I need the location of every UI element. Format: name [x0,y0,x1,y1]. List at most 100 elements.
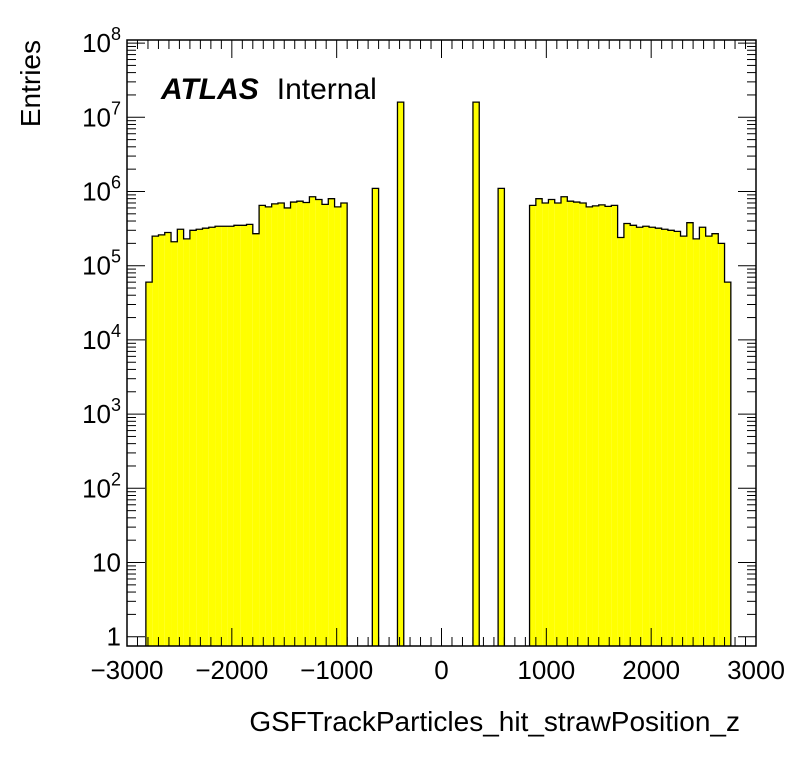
histogram-bar [158,234,165,646]
y-tick-label: 10 [92,548,121,578]
histogram-bar [233,225,241,646]
histogram-bar [265,206,272,646]
x-tick-label: 0 [434,655,448,685]
histogram-bar [592,205,599,646]
histogram-bar [605,206,612,646]
histogram-bar [680,236,687,646]
x-tick-label: 3000 [727,655,785,685]
histogram-bar [246,224,253,646]
histogram-bar [567,201,574,646]
histogram-bar [277,202,285,647]
histogram-bar [259,205,266,646]
y-tick-label-base: 10 [82,399,111,429]
histogram-bar [472,102,480,646]
histogram-bar [202,228,209,646]
histogram-bar [296,201,304,646]
y-tick-label-exponent: 4 [111,321,121,341]
atlas-label: ATLAS Internal [160,73,377,106]
histogram-bar [252,233,260,646]
histogram-bar [189,230,197,647]
histogram-bar [649,227,656,646]
y-tick-label-base: 10 [82,102,111,132]
histogram-bar [227,226,234,646]
x-tick-label: 1000 [517,655,575,685]
histogram-bar [598,204,606,646]
histogram-bar [290,202,297,646]
y-axis-title: Entries [15,40,46,127]
histogram-bar [164,232,172,646]
histogram-bar [573,202,580,646]
atlas-label-internal: Internal [277,73,377,106]
x-axis-ticks [126,40,757,646]
histogram-bar [535,198,543,646]
y-tick-label: 102 [82,469,121,503]
histogram-bar [718,243,725,646]
histogram-bar [315,199,322,647]
y-tick-label: 105 [82,247,121,281]
histogram-bar [642,226,650,646]
histogram-bar [617,237,624,647]
y-tick-label-exponent: 8 [111,24,121,44]
histogram-bar [705,236,712,646]
histogram-bar [667,230,675,647]
y-tick-label-base: 10 [92,548,121,578]
y-tick-label-exponent: 2 [111,469,121,489]
y-tick-label-exponent: 6 [111,172,121,192]
histogram-bar [397,102,404,646]
histogram-bar [372,188,379,646]
histogram-bar [215,226,222,646]
histogram-bar [177,229,184,647]
y-tick-label-base: 10 [82,28,111,58]
y-tick-label: 104 [82,321,121,355]
histogram-bar [693,238,700,646]
y-axis-ticks [127,42,756,638]
histogram-bar [699,227,706,646]
histogram-bar [340,202,348,647]
x-tick-label: −3000 [90,655,163,685]
histogram-bar [328,198,335,646]
y-tick-label: 106 [82,172,121,206]
y-tick-label-base: 10 [82,325,111,355]
histogram-bar [221,226,228,646]
histogram-bar [334,206,341,646]
histogram-bar [611,205,618,646]
histogram-bar [145,282,153,646]
histogram-outline [145,101,732,646]
x-tick-label: −1000 [300,655,373,685]
histogram-bar [674,231,681,646]
y-tick-label-base: 10 [82,473,111,503]
histogram-bar [711,233,719,646]
histogram-bar [309,196,316,646]
x-axis-tick-labels: −3000 −2000 −1000 0 1000 2000 3000 [90,655,784,685]
histogram-bar [548,199,555,647]
histogram-bar [636,227,643,646]
histogram-bar [208,227,216,646]
y-tick-label-base: 10 [82,251,111,281]
y-tick-label-exponent: 5 [111,247,121,267]
y-tick-label: 1 [107,622,121,652]
histogram-bar [586,206,593,646]
histogram-bar [529,205,536,646]
y-tick-label-base: 1 [107,622,121,652]
histogram-bar [724,282,731,646]
histogram-bar [623,223,631,646]
atlas-label-bold: ATLAS [160,73,259,106]
histogram-bar [630,225,637,646]
y-tick-label-exponent: 3 [111,395,121,415]
histogram-bar [579,202,587,647]
histogram-bar [183,238,190,646]
histogram-bar [498,188,505,646]
x-tick-label: 2000 [622,655,680,685]
histogram-bar [284,207,291,646]
y-tick-label: 103 [82,395,121,429]
histogram-bars [145,101,732,647]
histogram-bar [271,203,278,646]
histogram-bar [554,202,562,647]
histogram-bar [171,241,178,646]
y-tick-label-base: 10 [82,176,111,206]
x-axis-title: GSFTrackParticles_hit_strawPosition_z [249,706,740,737]
x-tick-label: −2000 [195,655,268,685]
histogram-bar [321,204,329,646]
